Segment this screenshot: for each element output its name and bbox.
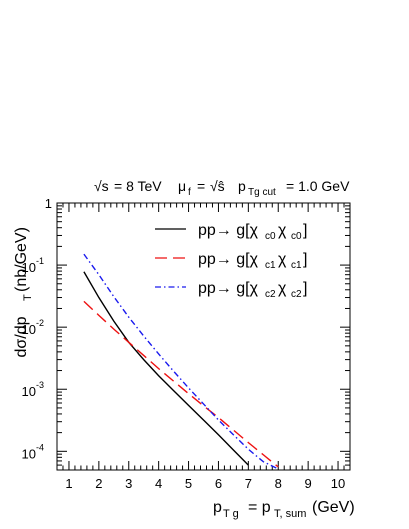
series-line-1 <box>83 300 279 468</box>
legend-end-0: ] <box>303 222 307 239</box>
legend-sub1-0: c0 <box>265 231 276 242</box>
ylabel-units: (nb/GeV) <box>13 227 30 292</box>
y-tick-base: 10 <box>22 446 36 461</box>
legend-main-1: pp→ g[χ <box>198 251 259 268</box>
x-tick-labels: 1 2 3 4 5 6 7 8 9 10 <box>65 476 345 491</box>
legend: pp→ g[χ c0 χ c0 ] pp→ g[χ c1 χ c1 ] pp→ … <box>155 222 307 300</box>
y-tick-exp: -4 <box>36 442 44 452</box>
x-tick-label: 5 <box>185 476 192 491</box>
legend-mid-2: χ <box>278 280 287 297</box>
y-tick-base: 10 <box>22 384 36 399</box>
title-cut-value: = 1.0 GeV <box>286 178 350 194</box>
legend-end-2: ] <box>303 280 307 297</box>
y-tick-label: 1 <box>45 196 52 211</box>
y-tick-base: 1 <box>45 196 52 211</box>
legend-main-0: pp→ g[χ <box>198 222 259 239</box>
legend-sub2-1: c1 <box>291 260 302 271</box>
title-energy: = 8 TeV <box>114 178 162 194</box>
y-tick-exp: -3 <box>36 380 44 390</box>
y-tick-labels: 110-110-210-310-4 <box>22 196 52 461</box>
chart-title: √s = 8 TeV μ f = √ŝ p Tg cut = 1.0 GeV <box>94 178 350 198</box>
x-tick-label: 10 <box>331 476 345 491</box>
title-sqrt-s: √s <box>94 178 109 194</box>
series-line-0 <box>83 271 249 466</box>
xlabel-mid: = p <box>248 499 271 516</box>
y-tick-exp: -1 <box>36 256 44 266</box>
y-tick-exp: -2 <box>36 318 44 328</box>
xlabel-sub1: T g <box>223 508 239 520</box>
ylabel-sub: T <box>22 294 34 301</box>
legend-main-2: pp→ g[χ <box>198 280 259 297</box>
x-tick-label: 8 <box>275 476 282 491</box>
x-tick-label: 1 <box>65 476 72 491</box>
title-mu-sub: f <box>188 187 191 198</box>
y-axis-label: dσ/dp T (nb/GeV) <box>13 227 34 357</box>
y-tick-base: 10 <box>22 322 36 337</box>
x-tick-label: 6 <box>215 476 222 491</box>
legend-sub1-2: c2 <box>265 289 276 300</box>
ylabel-main: dσ/dp <box>13 316 30 357</box>
legend-mid-1: χ <box>278 251 287 268</box>
x-axis-label: p T g = p T, sum (GeV) <box>213 499 355 520</box>
legend-mid-0: χ <box>278 222 287 239</box>
title-mu-eq: = <box>197 178 205 194</box>
y-tick-label: 10 -4 <box>22 442 44 461</box>
y-tick-base: 10 <box>22 260 36 275</box>
xlabel-p1: p <box>213 499 222 516</box>
title-cut-p: p <box>238 178 246 194</box>
axis-ticks <box>56 202 350 471</box>
y-tick-label: 10 -2 <box>22 318 44 337</box>
y-tick-label: 10 -1 <box>22 256 44 275</box>
y-tick-label: 10 -3 <box>22 380 44 399</box>
series-curves <box>83 253 279 470</box>
x-tick-label: 9 <box>305 476 312 491</box>
legend-end-1: ] <box>303 251 307 268</box>
plot-frame <box>56 202 351 471</box>
title-cut-sub: Tg cut <box>248 187 276 198</box>
legend-sub2-0: c0 <box>291 231 302 242</box>
legend-entry-chic2: pp→ g[χ c2 χ c2 ] <box>198 280 307 300</box>
legend-sub1-1: c1 <box>265 260 276 271</box>
x-tick-label: 2 <box>95 476 102 491</box>
xlabel-sub2: T, sum <box>274 508 306 520</box>
x-tick-label: 3 <box>125 476 132 491</box>
xlabel-units: (GeV) <box>312 499 355 516</box>
legend-entry-chic1: pp→ g[χ c1 χ c1 ] <box>198 251 307 271</box>
x-tick-label: 7 <box>245 476 252 491</box>
title-sqrt-shat: √ŝ <box>210 178 225 194</box>
series-line-2 <box>83 253 279 470</box>
title-mu: μ <box>178 178 186 194</box>
legend-entry-chic0: pp→ g[χ c0 χ c0 ] <box>198 222 307 242</box>
legend-sub2-2: c2 <box>291 289 302 300</box>
x-tick-label: 4 <box>155 476 162 491</box>
